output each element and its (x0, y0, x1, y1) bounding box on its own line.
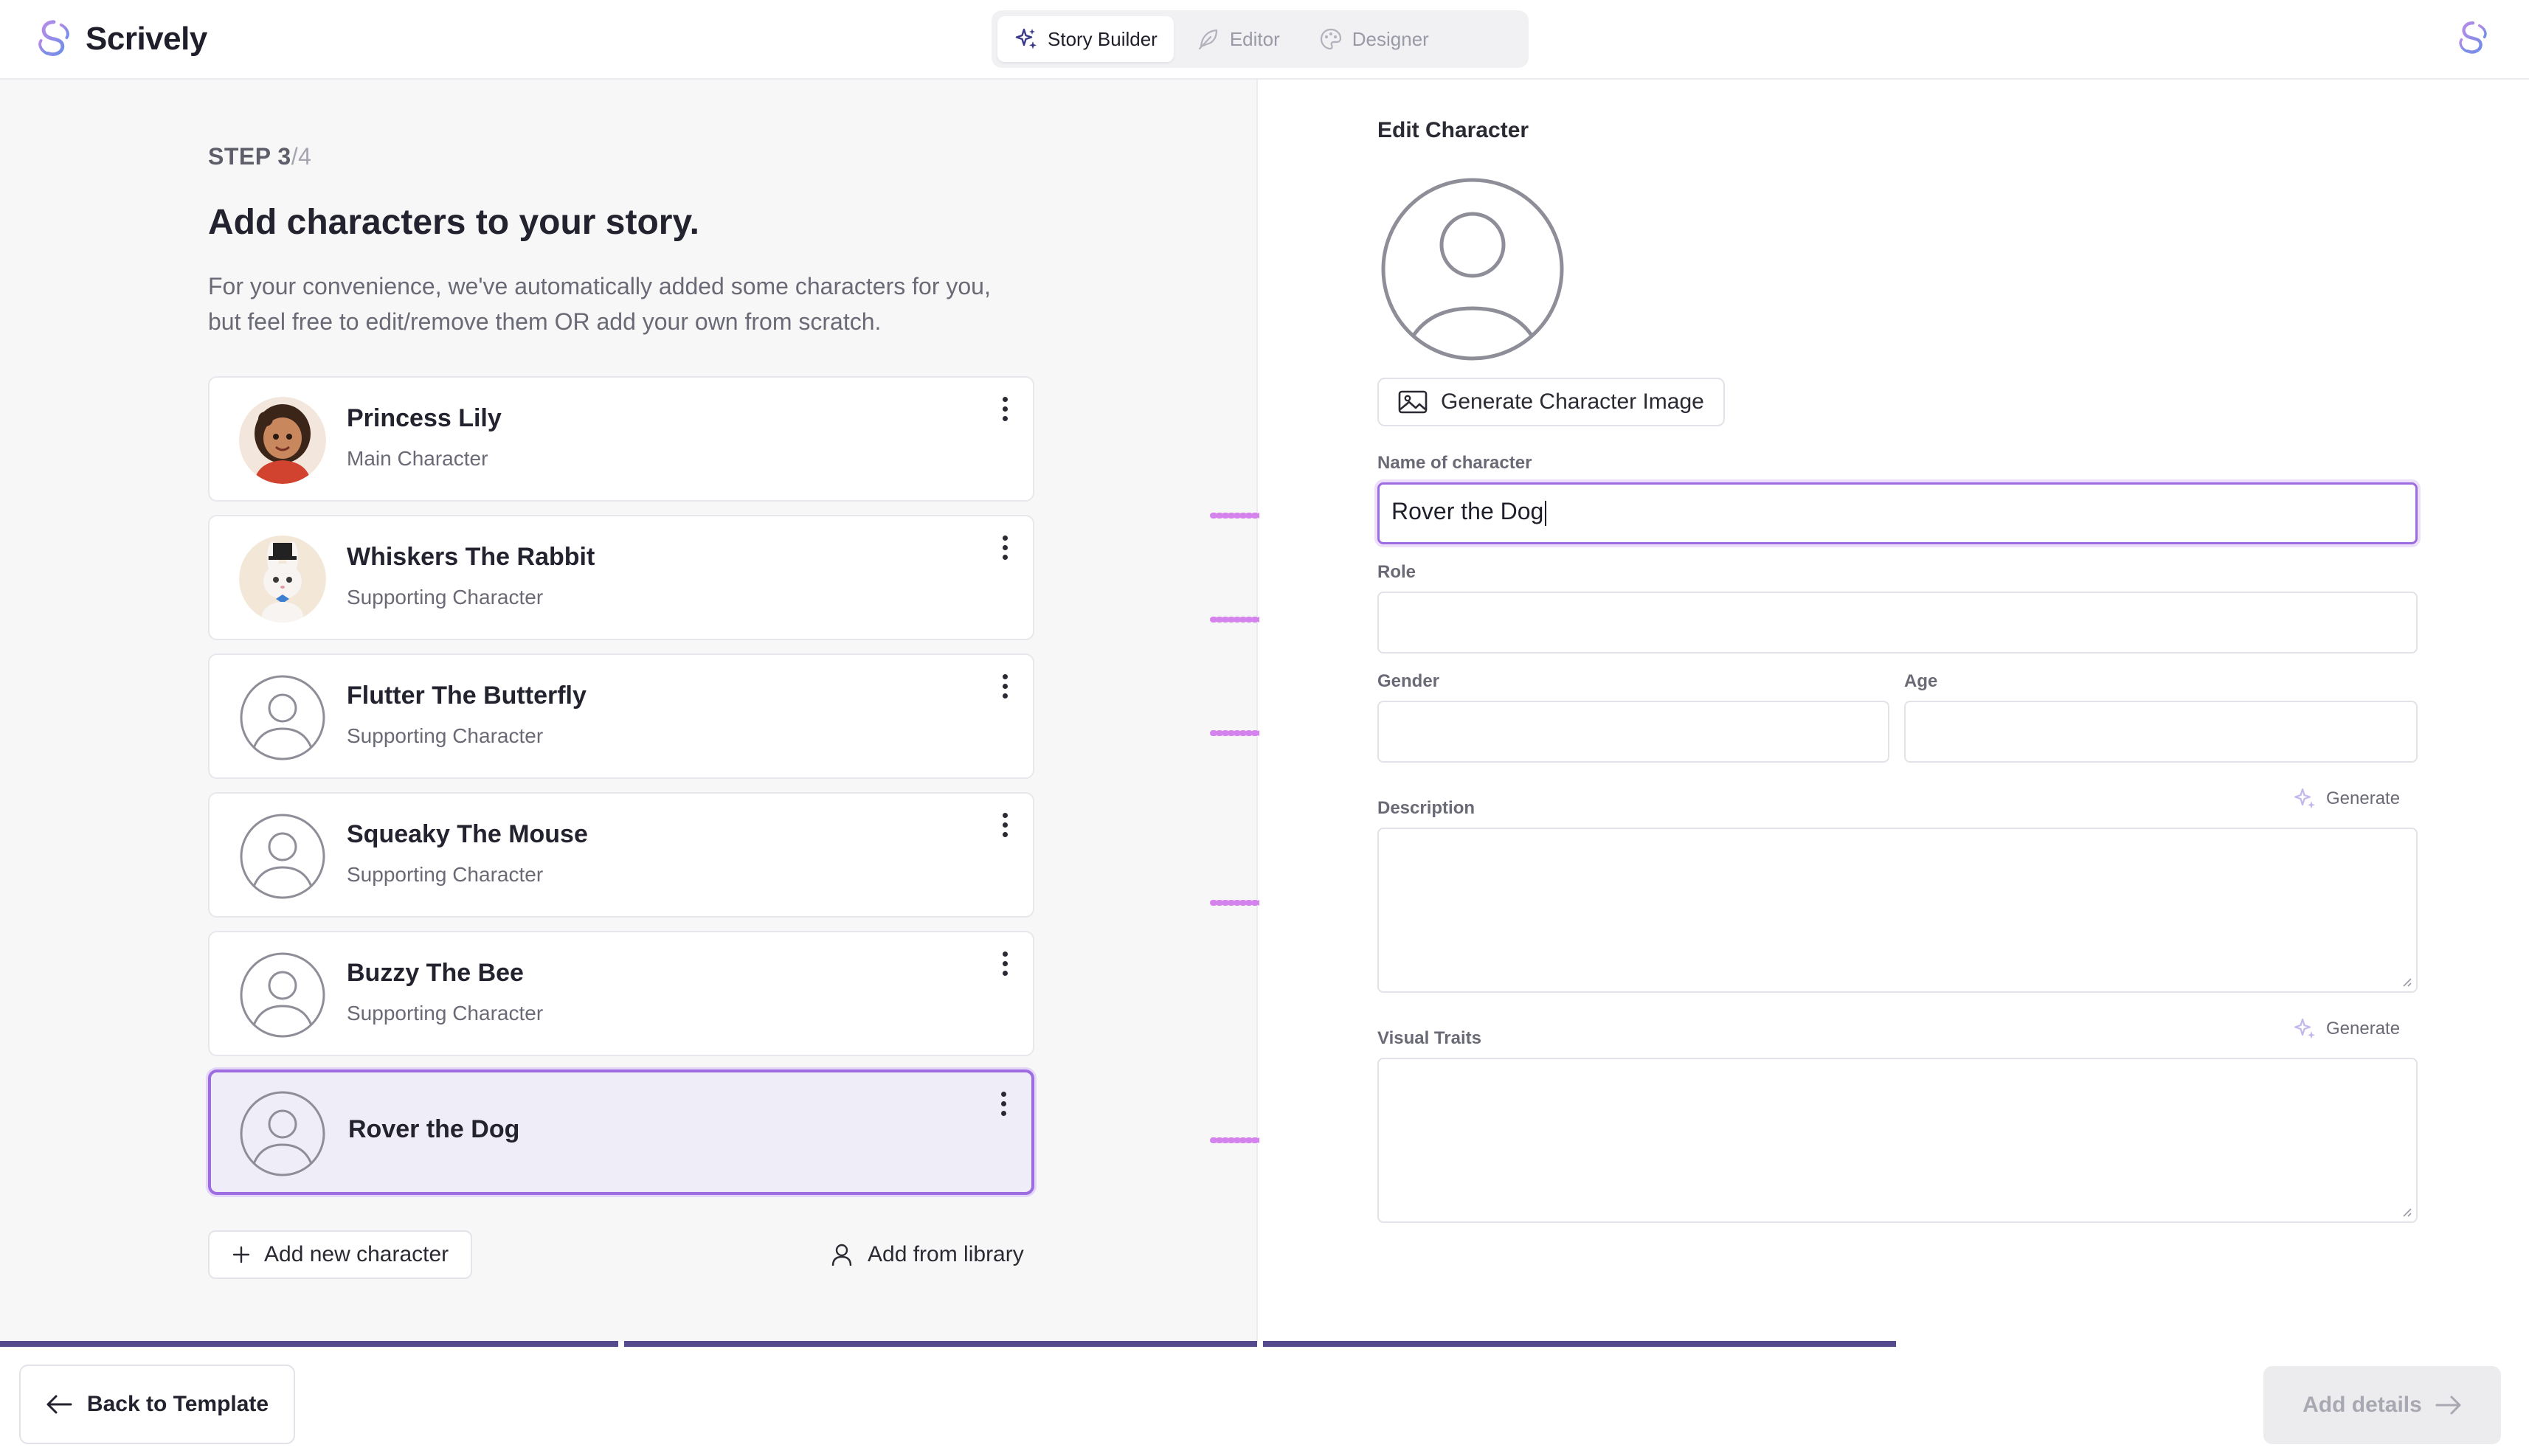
person-placeholder-icon (1381, 178, 1564, 361)
tab-editor-label: Editor (1229, 27, 1280, 50)
back-to-template-label: Back to Template (86, 1392, 269, 1416)
scrively-logo-icon[interactable] (2454, 19, 2492, 58)
progress-segment (1263, 1341, 1896, 1347)
add-details-label: Add details (2303, 1393, 2422, 1417)
page-subtitle: For your convenience, we've automaticall… (208, 273, 991, 335)
sparkles-icon (2294, 1018, 2315, 1039)
tab-story-builder[interactable]: Story Builder (997, 16, 1174, 62)
bottom-bar: Back to Template Add details (0, 1347, 2529, 1456)
person-placeholder-icon (240, 952, 325, 1038)
character-name-value: Rover the Dog (1391, 498, 1544, 524)
arrow-left-icon (46, 1395, 72, 1414)
character-role: Supporting Character (347, 724, 544, 747)
character-name: Whiskers The Rabbit (347, 543, 595, 571)
person-placeholder-icon (240, 1091, 325, 1176)
character-card[interactable]: Flutter The Butterfly Supporting Charact… (208, 654, 1034, 779)
add-from-library-label: Add from library (868, 1242, 1024, 1266)
user-icon (831, 1244, 852, 1266)
visual-traits-label: Visual Traits (1377, 1028, 1481, 1048)
palette-icon (1320, 28, 1341, 50)
age-label: Age (1904, 671, 1938, 691)
more-options-icon[interactable] (999, 397, 1011, 426)
more-options-icon[interactable] (999, 535, 1011, 565)
role-input[interactable] (1377, 592, 2418, 654)
person-placeholder-icon (240, 675, 325, 760)
character-name-input[interactable]: Rover the Dog (1377, 482, 2418, 544)
sparkles-icon (2294, 788, 2315, 809)
top-bar: Scrively Story Builder Editor (0, 0, 2529, 80)
page-title: Add characters to your story. (208, 203, 699, 242)
tab-story-builder-label: Story Builder (1048, 27, 1158, 50)
character-name: Princess Lily (347, 404, 502, 432)
role-label: Role (1377, 562, 1416, 582)
character-name: Rover the Dog (348, 1115, 520, 1143)
character-card[interactable]: Buzzy The Bee Supporting Character (208, 931, 1034, 1056)
step-total: /4 (291, 143, 312, 170)
more-options-icon[interactable] (997, 1092, 1009, 1121)
sparkles-icon (1015, 28, 1037, 49)
girl-avatar (239, 397, 326, 484)
character-card-selected[interactable]: Rover the Dog (208, 1070, 1034, 1195)
generate-character-image-button[interactable]: Generate Character Image (1377, 378, 1725, 426)
generate-visual-traits-button[interactable]: Generate (2292, 1016, 2400, 1041)
generate-visual-traits-label: Generate (2326, 1019, 2401, 1039)
scrively-logo-icon (38, 20, 69, 56)
app-name: Scrively (86, 21, 207, 57)
generate-description-button[interactable]: Generate (2292, 786, 2400, 811)
character-card[interactable]: Squeaky The Mouse Supporting Character (208, 792, 1034, 918)
progress-segment (624, 1341, 1257, 1347)
step-progress-bar (0, 1341, 2529, 1347)
more-options-icon[interactable] (999, 674, 1011, 704)
character-role: Supporting Character (347, 586, 544, 609)
back-to-template-button[interactable]: Back to Template (19, 1365, 295, 1444)
progress-segment (0, 1341, 618, 1347)
add-new-character-button[interactable]: Add new character (208, 1230, 473, 1279)
plus-icon (232, 1246, 250, 1263)
edit-character-title: Edit Character (1377, 118, 1529, 142)
name-label: Name of character (1377, 453, 1532, 473)
add-from-library-button[interactable]: Add from library (814, 1230, 1039, 1279)
step-current: STEP 3 (208, 143, 291, 170)
resize-handle-icon[interactable] (2400, 1205, 2412, 1217)
visual-traits-textarea[interactable] (1377, 1058, 2418, 1223)
characters-panel: STEP 3/4 Add characters to your story. F… (0, 80, 1258, 1342)
age-input[interactable] (1904, 701, 2418, 763)
character-list: Princess Lily Main Character (208, 376, 1034, 1208)
generate-character-image-label: Generate Character Image (1441, 389, 1704, 414)
add-new-character-label: Add new character (264, 1242, 449, 1266)
feather-icon (1198, 29, 1217, 50)
image-icon (1398, 390, 1428, 414)
rabbit-avatar (239, 535, 326, 623)
character-role: Main Character (347, 447, 488, 470)
person-placeholder-icon (240, 814, 325, 899)
more-options-icon[interactable] (999, 813, 1011, 842)
text-cursor (1545, 500, 1547, 526)
character-card[interactable]: Princess Lily Main Character (208, 376, 1034, 502)
arrow-right-icon (2435, 1396, 2461, 1415)
edit-character-panel: Edit Character Generate Character Image … (1259, 80, 2529, 1342)
step-indicator: STEP 3/4 (208, 143, 311, 170)
tab-editor[interactable]: Editor (1180, 16, 1296, 62)
description-label: Description (1377, 798, 1475, 818)
character-name: Flutter The Butterfly (347, 682, 587, 710)
brand[interactable]: Scrively (32, 15, 207, 63)
character-role: Supporting Character (347, 863, 544, 886)
tab-designer-label: Designer (1352, 27, 1429, 50)
gender-label: Gender (1377, 671, 1440, 691)
more-options-icon[interactable] (999, 951, 1011, 981)
character-name: Buzzy The Bee (347, 959, 524, 987)
add-details-button[interactable]: Add details (2263, 1366, 2501, 1444)
resize-handle-icon[interactable] (2400, 975, 2412, 987)
mode-switch: Story Builder Editor Designer (992, 10, 1529, 68)
character-card[interactable]: Whiskers The Rabbit Supporting Character (208, 515, 1034, 640)
description-textarea[interactable] (1377, 828, 2418, 993)
gender-input[interactable] (1377, 701, 1889, 763)
tab-designer[interactable]: Designer (1302, 16, 1445, 62)
character-role: Supporting Character (347, 1002, 544, 1025)
character-name: Squeaky The Mouse (347, 820, 588, 848)
generate-description-label: Generate (2326, 788, 2401, 808)
